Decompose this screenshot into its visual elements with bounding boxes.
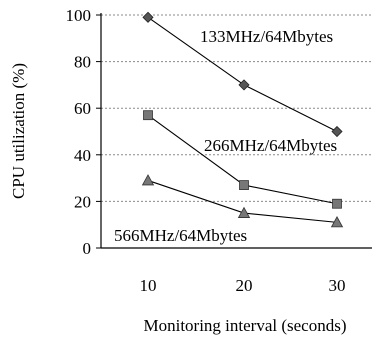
triangle-marker <box>141 174 155 186</box>
series-label: 133MHz/64Mbytes <box>200 27 333 46</box>
diamond-marker <box>238 79 250 91</box>
y-tick-label: 60 <box>74 99 91 118</box>
diamond-marker <box>142 11 154 23</box>
y-tick-label: 100 <box>66 6 92 25</box>
diamond-marker <box>331 125 343 138</box>
y-tick-labels: 0 20 40 60 80 100 <box>66 6 92 258</box>
series-label: 566MHz/64Mbytes <box>114 226 247 245</box>
x-axis-title: Monitoring interval (seconds) <box>143 316 346 335</box>
square-marker <box>143 110 153 121</box>
series <box>141 11 344 228</box>
x-tick-labels: 10 20 30 <box>140 276 346 295</box>
x-tick-label: 30 <box>329 276 346 295</box>
series-group <box>143 110 342 209</box>
x-tick-label: 10 <box>140 276 157 295</box>
axes <box>96 13 372 249</box>
series-labels: 133MHz/64Mbytes 266MHz/64Mbytes 566MHz/64M… <box>114 27 337 245</box>
square-marker <box>332 198 342 209</box>
series-label: 266MHz/64Mbytes <box>204 136 337 155</box>
series-group <box>142 11 343 138</box>
y-tick-label: 0 <box>83 239 92 258</box>
y-tick-label: 40 <box>74 146 91 165</box>
y-axis-title: CPU utilization (%) <box>9 63 28 199</box>
square-marker <box>239 180 249 190</box>
y-tick-label: 20 <box>74 192 91 211</box>
x-tick-label: 20 <box>236 276 253 295</box>
series-group <box>141 174 344 228</box>
triangle-marker <box>330 216 344 228</box>
y-tick-label: 80 <box>74 53 91 72</box>
triangle-marker <box>237 206 251 218</box>
